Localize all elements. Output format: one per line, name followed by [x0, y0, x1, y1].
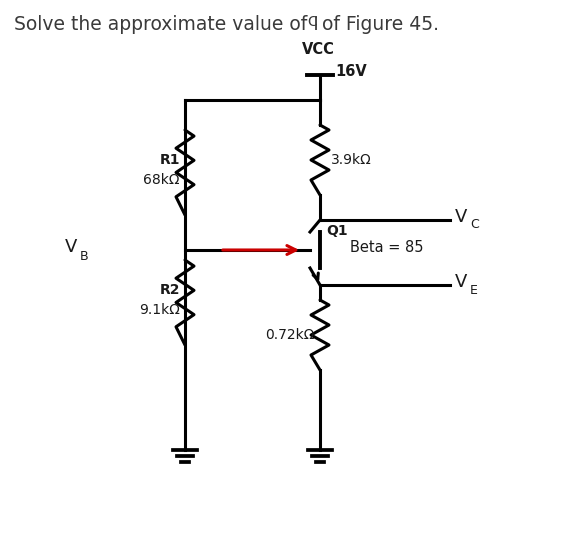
Text: V: V	[455, 208, 467, 226]
Text: 68kΩ: 68kΩ	[143, 174, 180, 188]
Text: 0.72kΩ: 0.72kΩ	[266, 328, 315, 342]
Text: 9.1kΩ: 9.1kΩ	[139, 304, 180, 317]
Text: of Figure 45.: of Figure 45.	[316, 15, 439, 34]
Text: R2: R2	[160, 284, 180, 297]
Text: R1: R1	[160, 154, 180, 168]
Text: VCC: VCC	[302, 42, 335, 57]
Text: Solve the approximate value of I: Solve the approximate value of I	[14, 15, 319, 34]
Text: V: V	[65, 238, 77, 256]
Text: Beta = 85: Beta = 85	[350, 240, 423, 255]
Text: B: B	[80, 250, 89, 263]
Text: V: V	[455, 273, 467, 291]
Text: 3.9kΩ: 3.9kΩ	[331, 153, 372, 167]
Text: 16V: 16V	[335, 63, 367, 78]
Text: C: C	[470, 219, 479, 231]
Text: C: C	[307, 15, 317, 29]
Text: E: E	[470, 285, 478, 297]
Text: Q1: Q1	[326, 224, 348, 238]
